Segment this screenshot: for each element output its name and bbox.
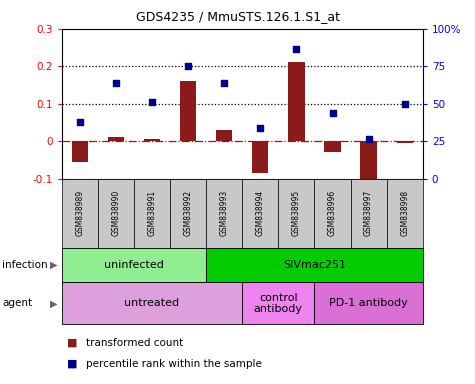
Text: GSM838989: GSM838989 xyxy=(76,190,84,236)
Text: ▶: ▶ xyxy=(50,260,57,270)
Text: transformed count: transformed count xyxy=(86,338,183,348)
Bar xyxy=(397,141,413,143)
Bar xyxy=(252,141,268,173)
Text: GSM838991: GSM838991 xyxy=(148,190,156,236)
Bar xyxy=(314,179,351,248)
Text: ■: ■ xyxy=(66,359,77,369)
Bar xyxy=(144,139,160,141)
Text: GSM838993: GSM838993 xyxy=(220,190,228,236)
Bar xyxy=(108,137,124,141)
Bar xyxy=(242,282,314,324)
Text: GSM838998: GSM838998 xyxy=(400,190,409,236)
Text: GSM838995: GSM838995 xyxy=(292,190,301,236)
Bar xyxy=(180,81,196,141)
Text: control
antibody: control antibody xyxy=(254,293,303,314)
Bar xyxy=(361,141,377,180)
Point xyxy=(220,80,228,86)
Bar xyxy=(134,179,170,248)
Bar xyxy=(98,179,134,248)
Text: percentile rank within the sample: percentile rank within the sample xyxy=(86,359,261,369)
Bar xyxy=(206,179,242,248)
Bar xyxy=(314,282,423,324)
Point xyxy=(184,63,192,69)
Text: GSM838990: GSM838990 xyxy=(112,190,120,236)
Bar xyxy=(62,282,242,324)
Bar xyxy=(324,141,341,152)
Bar xyxy=(387,179,423,248)
Text: SIVmac251: SIVmac251 xyxy=(283,260,346,270)
Text: GSM838992: GSM838992 xyxy=(184,190,192,236)
Text: GSM838994: GSM838994 xyxy=(256,190,265,236)
Text: ▶: ▶ xyxy=(50,298,57,308)
Point xyxy=(293,46,300,53)
Bar xyxy=(288,63,304,141)
Text: PD-1 antibody: PD-1 antibody xyxy=(329,298,408,308)
Point xyxy=(148,99,156,105)
Point xyxy=(112,80,120,86)
Bar xyxy=(206,248,423,282)
Point xyxy=(365,136,372,142)
Text: untreated: untreated xyxy=(124,298,180,308)
Point xyxy=(76,119,84,126)
Text: uninfected: uninfected xyxy=(104,260,164,270)
Text: GSM838997: GSM838997 xyxy=(364,190,373,236)
Bar xyxy=(62,248,206,282)
Text: agent: agent xyxy=(2,298,32,308)
Text: GDS4235 / MmuSTS.126.1.S1_at: GDS4235 / MmuSTS.126.1.S1_at xyxy=(135,10,340,23)
Bar xyxy=(242,179,278,248)
Bar xyxy=(278,179,314,248)
Bar xyxy=(170,179,206,248)
Point xyxy=(329,110,336,116)
Bar xyxy=(62,179,98,248)
Bar xyxy=(351,179,387,248)
Text: infection: infection xyxy=(2,260,48,270)
Text: ■: ■ xyxy=(66,338,77,348)
Point xyxy=(256,125,264,131)
Bar xyxy=(72,141,88,162)
Point xyxy=(401,101,408,107)
Bar xyxy=(216,130,232,141)
Text: GSM838996: GSM838996 xyxy=(328,190,337,236)
